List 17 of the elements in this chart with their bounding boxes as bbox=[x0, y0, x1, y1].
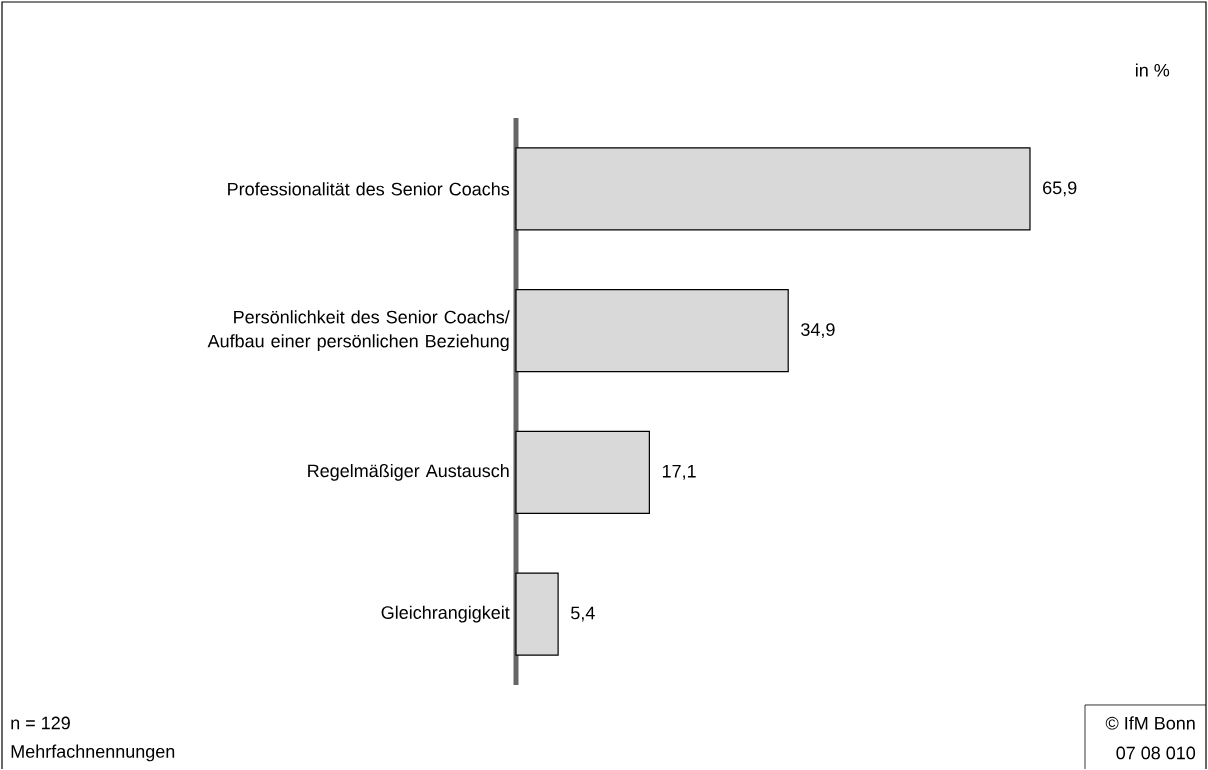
data-label: 65,9 bbox=[1043, 181, 1077, 197]
bar bbox=[515, 430, 650, 515]
bar bbox=[515, 572, 559, 656]
data-label: 5,4 bbox=[571, 606, 595, 622]
data-label: 17,1 bbox=[662, 465, 696, 480]
y-tick-label: Regelmäßiger Austausch bbox=[308, 464, 509, 481]
text: n = 129 bbox=[11, 716, 70, 730]
data-label: 34,9 bbox=[801, 323, 835, 339]
text: in % bbox=[1135, 63, 1170, 77]
y-tick-label: Gleichrangigkeit bbox=[381, 605, 510, 623]
bar bbox=[515, 147, 1031, 231]
bar bbox=[515, 289, 789, 373]
text: Mehrfachnennungen bbox=[11, 744, 175, 762]
text: © IfM Bonn bbox=[1105, 716, 1195, 730]
y-tick-label: Professionalität des Senior Coachs bbox=[228, 182, 510, 196]
y-tick-label: Persönlichkeit des Senior Coachs/ Aufbau einer persönlichen Beziehung bbox=[207, 310, 510, 352]
text: 07 08 010 bbox=[1116, 746, 1196, 760]
